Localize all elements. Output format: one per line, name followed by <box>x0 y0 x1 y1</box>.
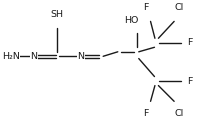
Text: N: N <box>77 52 84 61</box>
Text: F: F <box>187 77 193 86</box>
Text: F: F <box>143 109 148 118</box>
Text: F: F <box>143 3 148 12</box>
Text: HO: HO <box>124 16 138 25</box>
Text: F: F <box>187 38 193 47</box>
Text: N: N <box>30 52 37 61</box>
Text: Cl: Cl <box>174 109 183 118</box>
Text: H₂N: H₂N <box>2 52 20 61</box>
Text: SH: SH <box>51 10 64 19</box>
Text: Cl: Cl <box>174 3 183 12</box>
